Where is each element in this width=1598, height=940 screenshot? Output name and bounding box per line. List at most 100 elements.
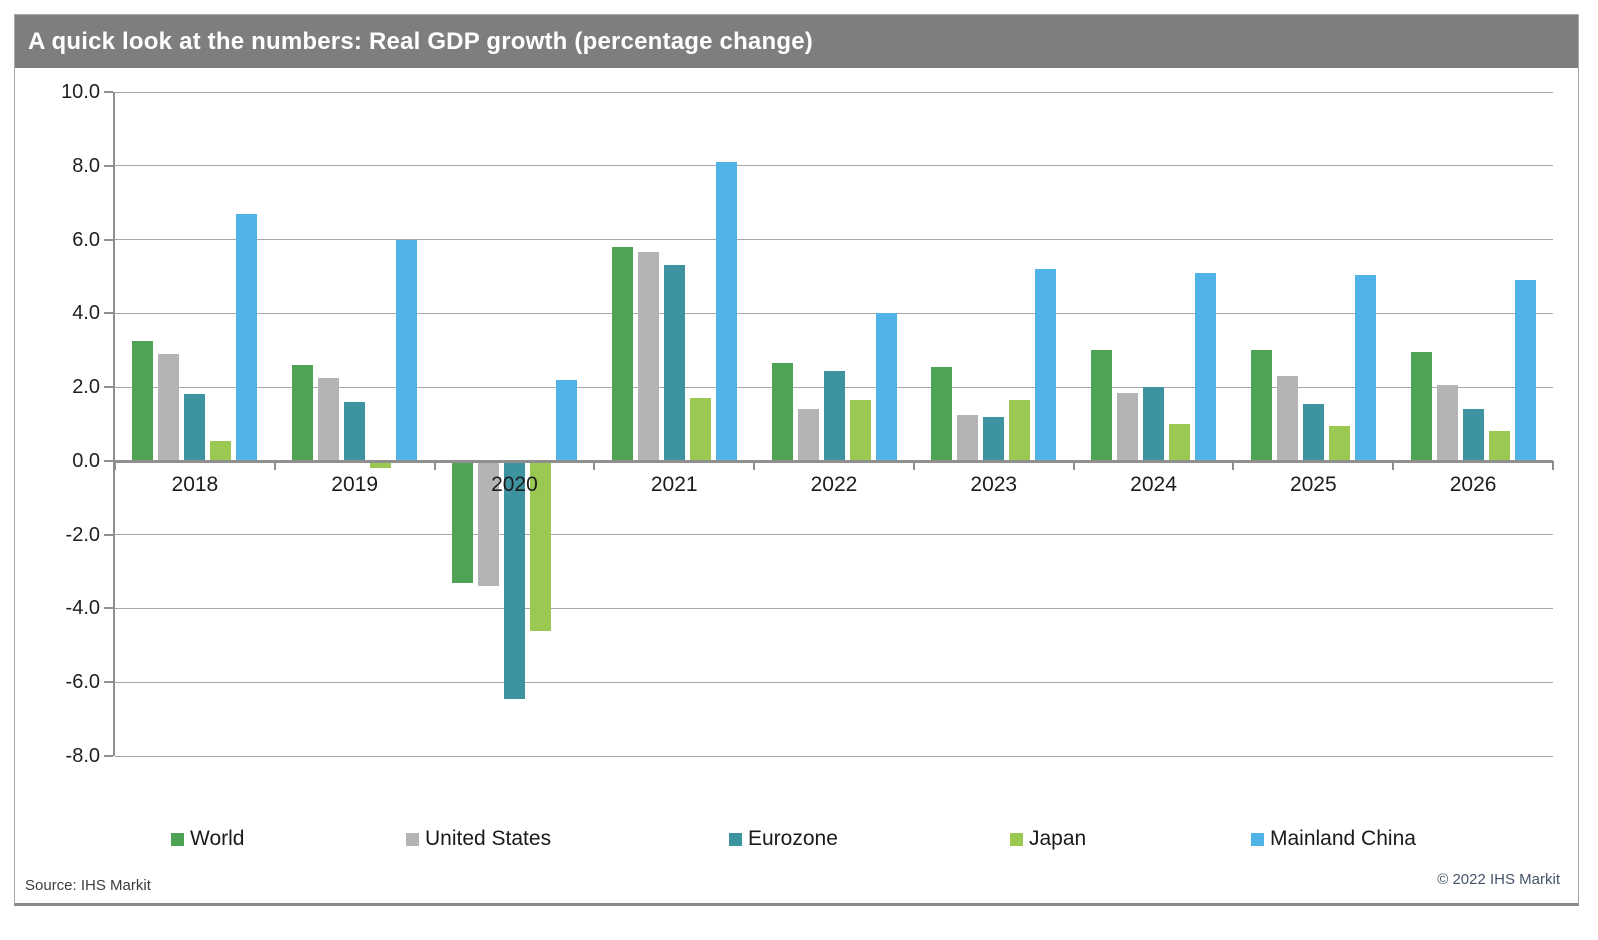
y-axis-tick — [104, 238, 113, 241]
y-tick-label: 10.0 — [61, 81, 100, 103]
x-tick-label-2023: 2023 — [970, 472, 1018, 496]
x-axis-tick — [912, 460, 915, 470]
y-tick-label: 8.0 — [72, 154, 100, 177]
legend-label-eurozone: Eurozone — [748, 827, 838, 850]
gridline--8.0 — [115, 755, 1553, 757]
y-axis-tick — [104, 164, 113, 167]
x-tick-label-2022: 2022 — [810, 472, 858, 496]
y-axis-tick — [104, 386, 113, 389]
legend-swatch-eurozone — [729, 832, 742, 846]
bar-japan-2025 — [1328, 425, 1350, 461]
bar-world-2025 — [1250, 350, 1272, 461]
x-axis-tick — [1232, 460, 1235, 470]
bar-japan-2018 — [210, 440, 232, 461]
bar-japan-2020 — [529, 460, 551, 631]
bar-eurozone-2026 — [1462, 409, 1484, 461]
legend-label-united-states: United States — [425, 827, 552, 850]
bar-japan-2024 — [1169, 424, 1191, 461]
bar-mainland-china-2026 — [1514, 280, 1536, 461]
bar-mainland-china-2023 — [1035, 269, 1057, 461]
y-tick-label: 4.0 — [72, 302, 100, 325]
x-tick-label-2025: 2025 — [1289, 472, 1337, 496]
y-tick-label: -6.0 — [65, 671, 100, 694]
bar-japan-2026 — [1488, 431, 1510, 461]
legend-swatch-japan — [1010, 832, 1023, 846]
x-axis-tick — [114, 460, 116, 470]
bar-mainland-china-2021 — [715, 162, 737, 461]
y-axis-line — [113, 92, 115, 756]
x-axis-tick — [593, 460, 596, 470]
legend-swatch-united-states — [406, 832, 419, 846]
bar-japan-2019 — [370, 460, 392, 469]
bar-world-2020 — [451, 460, 473, 583]
x-tick-label-2019: 2019 — [331, 472, 378, 496]
chart-title: A quick look at the numbers: Real GDP gr… — [28, 27, 813, 55]
gridline--6.0 — [115, 681, 1553, 683]
y-axis-tick — [104, 312, 113, 315]
bar-united-states-2025 — [1276, 376, 1298, 461]
chart-panel: A quick look at the numbers: Real GDP gr… — [14, 14, 1579, 906]
gridline--2.0 — [115, 534, 1553, 536]
bar-japan-2021 — [689, 398, 711, 461]
legend-label-world: World — [190, 827, 245, 850]
bar-united-states-2018 — [158, 353, 180, 461]
bar-eurozone-2024 — [1143, 387, 1165, 461]
x-tick-label-2020: 2020 — [491, 472, 538, 496]
bar-united-states-2021 — [637, 252, 659, 461]
y-axis-tick — [104, 681, 113, 684]
bar-mainland-china-2025 — [1354, 274, 1376, 461]
bar-mainland-china-2024 — [1195, 272, 1217, 461]
x-tick-label-2018: 2018 — [171, 472, 219, 496]
bar-eurozone-2025 — [1302, 403, 1324, 461]
bar-united-states-2020 — [477, 460, 499, 587]
gridline--4.0 — [115, 607, 1553, 609]
bar-united-states-2023 — [957, 414, 979, 461]
bar-world-2019 — [292, 364, 314, 461]
x-axis-tick — [1072, 460, 1075, 470]
bar-eurozone-2019 — [344, 401, 366, 461]
y-axis-tick — [104, 459, 113, 462]
legend-item-eurozone: Eurozone — [729, 827, 838, 851]
bar-mainland-china-2022 — [875, 313, 897, 461]
bar-united-states-2024 — [1117, 392, 1139, 461]
y-tick-label: 0.0 — [72, 449, 100, 472]
x-axis-tick — [273, 460, 276, 470]
bar-united-states-2026 — [1436, 385, 1458, 461]
x-tick-label-2026: 2026 — [1449, 472, 1497, 496]
y-tick-label: -8.0 — [65, 745, 100, 767]
y-tick-label: -2.0 — [65, 523, 100, 546]
bar-eurozone-2022 — [823, 370, 845, 461]
legend-item-japan: Japan — [1010, 827, 1086, 851]
gridline-10.0 — [115, 91, 1553, 93]
source-text: Source: IHS Markit — [25, 877, 151, 894]
legend-swatch-world — [171, 832, 184, 846]
bar-eurozone-2021 — [663, 265, 685, 461]
y-axis-tick — [104, 755, 113, 757]
bar-world-2021 — [611, 246, 633, 461]
legend-label-mainland-china: Mainland China — [1270, 827, 1416, 850]
y-axis-tick — [104, 533, 113, 536]
zero-axis-line — [114, 459, 1553, 463]
bar-eurozone-2020 — [503, 460, 525, 699]
bar-world-2024 — [1091, 350, 1113, 461]
x-axis-tick — [1392, 460, 1395, 470]
x-axis-tick — [433, 460, 436, 470]
bar-world-2026 — [1410, 352, 1432, 461]
plot-area: 10.0 8.0 6.0 4.0 2.0 0.0 -2.0 -4.0 -6.0 -8.0 2018 2… — [61, 82, 1554, 766]
chart-legend: World United States Eurozone Japan Mainland … — [15, 827, 1578, 853]
gridline-4.0 — [115, 312, 1553, 314]
bar-world-2018 — [132, 341, 154, 461]
legend-item-world: World — [171, 827, 244, 851]
bar-united-states-2022 — [797, 409, 819, 461]
bar-world-2022 — [771, 363, 793, 461]
y-axis-tick — [104, 607, 113, 610]
bar-world-2023 — [931, 366, 953, 461]
chart-title-bar: A quick look at the numbers: Real GDP gr… — [15, 15, 1578, 68]
bar-eurozone-2018 — [184, 394, 206, 461]
bar-japan-2023 — [1009, 400, 1031, 461]
y-tick-label: -4.0 — [65, 597, 100, 620]
gridline-8.0 — [115, 165, 1553, 167]
legend-label-japan: Japan — [1029, 827, 1087, 850]
y-axis-tick — [104, 91, 113, 93]
x-axis-tick — [1552, 460, 1554, 470]
